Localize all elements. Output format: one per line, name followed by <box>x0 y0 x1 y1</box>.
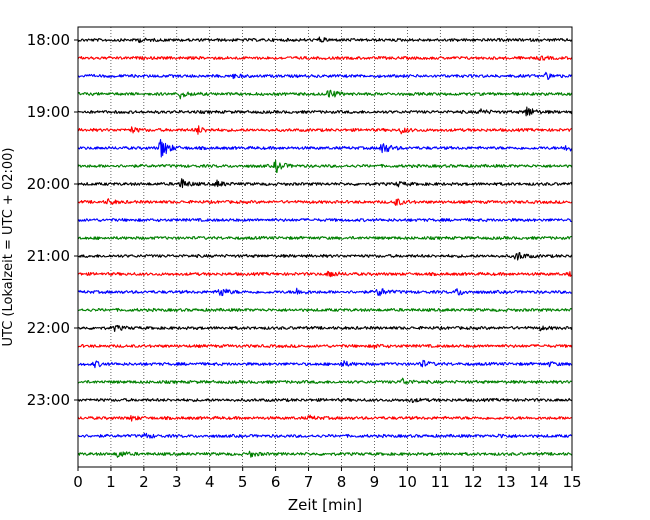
trace-18:15 <box>77 55 573 61</box>
trace-22:45 <box>77 377 573 385</box>
x-axis: 0 1 2 3 4 5 6 7 8 9 10 11 12 13 14 15 <box>73 467 582 491</box>
trace-23:00 <box>77 397 573 404</box>
trace-18:30 <box>77 71 573 81</box>
trace-22:30 <box>77 359 573 369</box>
x-tick-label: 14 <box>530 473 549 491</box>
x-tick-label: 1 <box>106 473 116 491</box>
trace-19:00 <box>77 106 573 117</box>
trace-23:30 <box>77 432 573 439</box>
trace-23:15 <box>77 414 573 422</box>
x-tick-label: 8 <box>337 473 347 491</box>
trace-19:15 <box>77 125 573 135</box>
trace-19:30 <box>77 138 573 158</box>
y-tick-label: 19:00 <box>27 103 70 121</box>
x-tick-label: 6 <box>271 473 281 491</box>
trace-20:15 <box>77 198 573 206</box>
x-tick-label: 12 <box>464 473 483 491</box>
x-tick-label: 15 <box>562 473 581 491</box>
y-axis: 18:00 19:00 20:00 21:00 22:00 23:00 <box>27 31 78 409</box>
trace-21:15 <box>77 270 573 278</box>
trace-22:00 <box>77 324 573 333</box>
x-tick-label: 5 <box>238 473 248 491</box>
x-axis-label: Zeit [min] <box>288 496 362 514</box>
plot-frame <box>77 26 573 468</box>
y-tick-label: 18:00 <box>27 31 70 49</box>
x-tick-label: 4 <box>205 473 215 491</box>
y-tick-label: 23:00 <box>27 391 70 409</box>
trace-21:45 <box>77 307 573 313</box>
trace-group <box>77 36 573 458</box>
y-axis-label: UTC (Lokalzeit = UTC + 02:00) <box>1 148 16 347</box>
trace-18:45 <box>77 89 573 100</box>
x-tick-label: 13 <box>497 473 516 491</box>
trace-20:00 <box>77 178 573 189</box>
trace-20:30 <box>77 217 573 223</box>
x-tick-label: 11 <box>431 473 450 491</box>
x-tick-label: 3 <box>172 473 182 491</box>
trace-21:00 <box>77 252 573 261</box>
x-tick-label: 0 <box>73 473 83 491</box>
x-tick-label: 2 <box>139 473 149 491</box>
y-tick-label: 20:00 <box>27 175 70 193</box>
y-tick-label: 21:00 <box>27 247 70 265</box>
trace-21:30 <box>77 287 573 297</box>
trace-22:15 <box>77 343 573 350</box>
x-tick-label: 10 <box>398 473 417 491</box>
trace-20:45 <box>77 235 573 241</box>
trace-18:00 <box>77 36 573 44</box>
x-tick-label: 9 <box>370 473 380 491</box>
x-tick-label: 7 <box>304 473 314 491</box>
trace-23:45 <box>77 450 573 458</box>
trace-19:45 <box>77 159 573 173</box>
y-tick-label: 22:00 <box>27 319 70 337</box>
